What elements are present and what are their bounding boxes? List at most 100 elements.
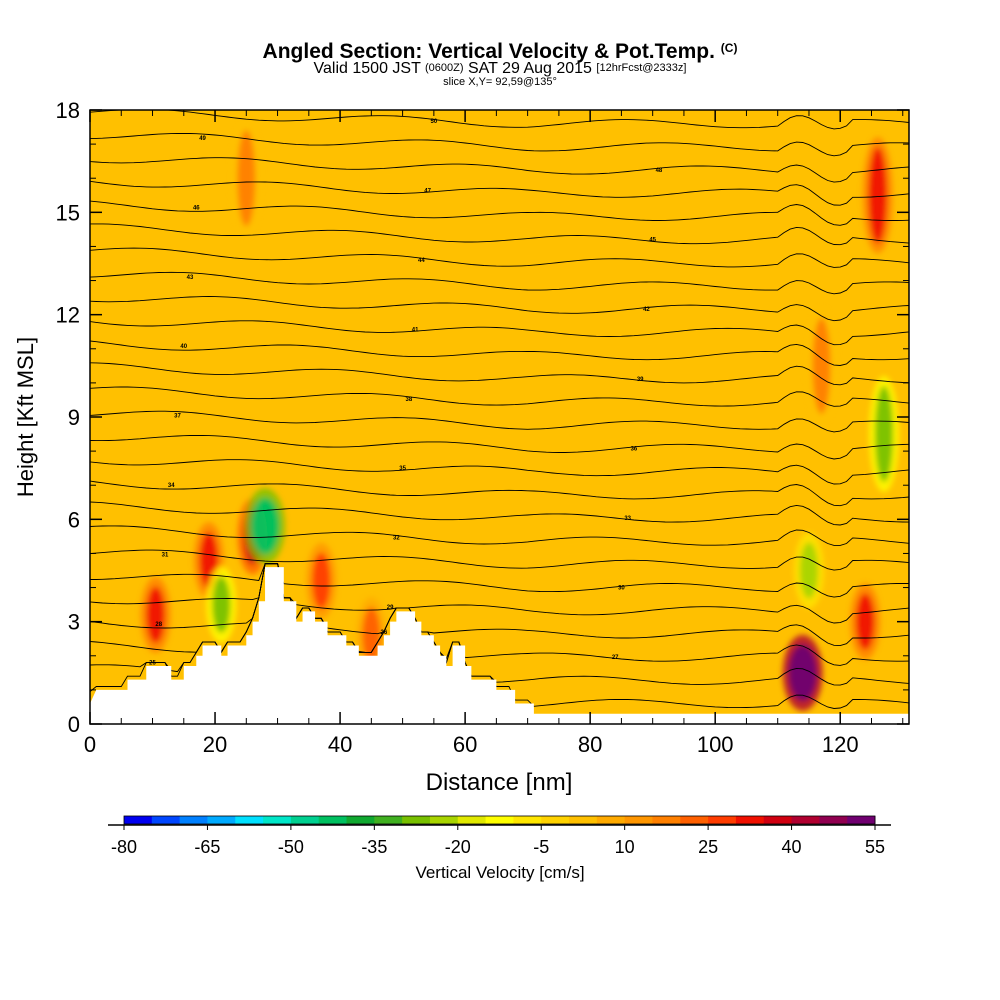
- isoline-label: 28: [155, 622, 162, 628]
- x-tick-label: 40: [328, 732, 352, 757]
- theta-isoline: [90, 340, 909, 366]
- theta-isoline: [90, 223, 909, 246]
- valid-utc: (0600Z): [425, 62, 464, 74]
- velocity-feature: [212, 576, 231, 633]
- x-axis-label: Distance [nm]: [426, 769, 573, 796]
- x-tick-label: 80: [578, 732, 602, 757]
- theta-isoline: [90, 563, 909, 666]
- y-tick-label: 0: [68, 712, 80, 737]
- colorbar-tick-label: 55: [865, 837, 885, 857]
- y-tick-label: 9: [68, 405, 80, 430]
- isoline-label: 41: [412, 327, 419, 333]
- theta-isoline: [90, 563, 909, 647]
- isoline-label: 32: [393, 536, 400, 542]
- colorbar-tick-label: -65: [194, 837, 220, 857]
- velocity-feature: [146, 586, 165, 643]
- colorbar-swatch: [763, 816, 793, 824]
- chart-title: Angled Section: Vertical Velocity & Pot.…: [0, 36, 1000, 64]
- x-tick-label: 120: [822, 732, 859, 757]
- isoline-label: 35: [399, 466, 406, 472]
- colorbar-tick-label: -50: [278, 837, 304, 857]
- colorbar-frame: [123, 815, 876, 825]
- y-tick-label: 15: [56, 200, 80, 225]
- isoline-label: 26: [380, 630, 387, 636]
- colorbar-tick-label: -35: [361, 837, 387, 857]
- colorbar-swatch: [179, 816, 208, 824]
- colorbar-swatch: [569, 816, 598, 824]
- isoline-label: 40: [180, 344, 187, 350]
- terrain: [90, 567, 909, 724]
- colorbar-swatch: [151, 816, 181, 824]
- colorbar-swatch: [457, 816, 487, 824]
- colorbar-tick-label: -5: [533, 837, 549, 857]
- isoline-label: 48: [656, 168, 663, 174]
- colorbar-swatch: [541, 816, 570, 824]
- isoline-label: 47: [424, 189, 431, 195]
- colorbar-swatch: [847, 816, 876, 824]
- colorbar-swatch: [402, 816, 431, 824]
- velocity-feature: [856, 593, 875, 650]
- theta-isoline: [90, 157, 909, 183]
- theta-isoline: [90, 271, 909, 295]
- theta-isoline: [90, 501, 909, 526]
- chart-title-unit: (C): [720, 41, 738, 55]
- isoline-label: 46: [193, 205, 200, 211]
- theta-isoline: [90, 180, 909, 206]
- colorbar-swatch: [374, 816, 403, 824]
- isoline-label: 30: [618, 586, 625, 592]
- velocity-feature: [788, 644, 817, 701]
- colorbar: -80 -65 -50 -35 -20 -5 10 25 40 55: [108, 815, 891, 857]
- theta-isoline: [90, 200, 909, 226]
- colorbar-swatch: [207, 816, 236, 824]
- colorbar-tick-label: 40: [782, 837, 802, 857]
- colorbar-tick-label: 10: [615, 837, 635, 857]
- theta-isoline: [90, 110, 909, 130]
- velocity-feature: [251, 498, 280, 555]
- x-tick-label: 0: [84, 732, 96, 757]
- isoline-label: 27: [612, 655, 619, 661]
- theta-isoline: [90, 133, 909, 157]
- x-tick-label: 60: [453, 732, 477, 757]
- velocity-feature: [362, 607, 381, 664]
- valid-date: SAT 29 Aug 2015: [468, 60, 592, 77]
- isoline-label: 33: [624, 516, 631, 522]
- colorbar-swatch: [791, 816, 820, 824]
- colorbar-swatch: [263, 816, 292, 824]
- isoline-label: 36: [631, 446, 638, 452]
- colorbar-swatch: [596, 816, 626, 824]
- velocity-feature: [874, 386, 893, 483]
- colorbar-swatch: [652, 816, 681, 824]
- chart-subtitle: Valid 1500 JST (0600Z) SAT 29 Aug 2015 […: [0, 59, 1000, 78]
- isoline-label: 37: [174, 414, 181, 420]
- theta-isoline: [90, 563, 909, 598]
- velocity-features: [140, 120, 899, 711]
- forecast-info: [12hrFcst@2333z]: [596, 62, 687, 74]
- theta-isoline: [90, 362, 909, 386]
- colorbar-swatch: [708, 816, 737, 824]
- theta-isoline: [90, 296, 909, 322]
- isoline-label: 42: [643, 307, 650, 313]
- theta-isoline: [90, 410, 909, 433]
- theta-isoline: [90, 247, 909, 268]
- colorbar-swatch: [124, 816, 153, 824]
- theta-isolines: 25 26 27 28 29 30 31 32 33 34 35 36 37 38 39 40 41 42 43 44…: [90, 110, 909, 709]
- y-tick-label: 6: [68, 507, 80, 532]
- colorbar-swatch: [513, 816, 542, 824]
- isoline-label: 44: [418, 258, 425, 264]
- y-tick-label: 12: [56, 303, 80, 328]
- colorbar-tick-label: 25: [698, 837, 718, 857]
- colorbar-tick-label: -20: [445, 837, 471, 857]
- isoline-label: 39: [637, 377, 644, 383]
- isoline-label: 31: [162, 552, 169, 558]
- velocity-feature: [237, 130, 256, 227]
- theta-isoline: [90, 549, 909, 571]
- velocity-feature: [312, 552, 331, 609]
- colorbar-swatch: [819, 816, 848, 824]
- velocity-feature: [812, 317, 831, 414]
- colorbar-swatch: [235, 816, 264, 824]
- colorbar-swatch: [346, 816, 375, 824]
- theta-isoline: [90, 386, 909, 407]
- colorbar-swatch: [735, 816, 765, 824]
- theta-isoline: [90, 320, 909, 346]
- theta-isoline: [90, 525, 909, 546]
